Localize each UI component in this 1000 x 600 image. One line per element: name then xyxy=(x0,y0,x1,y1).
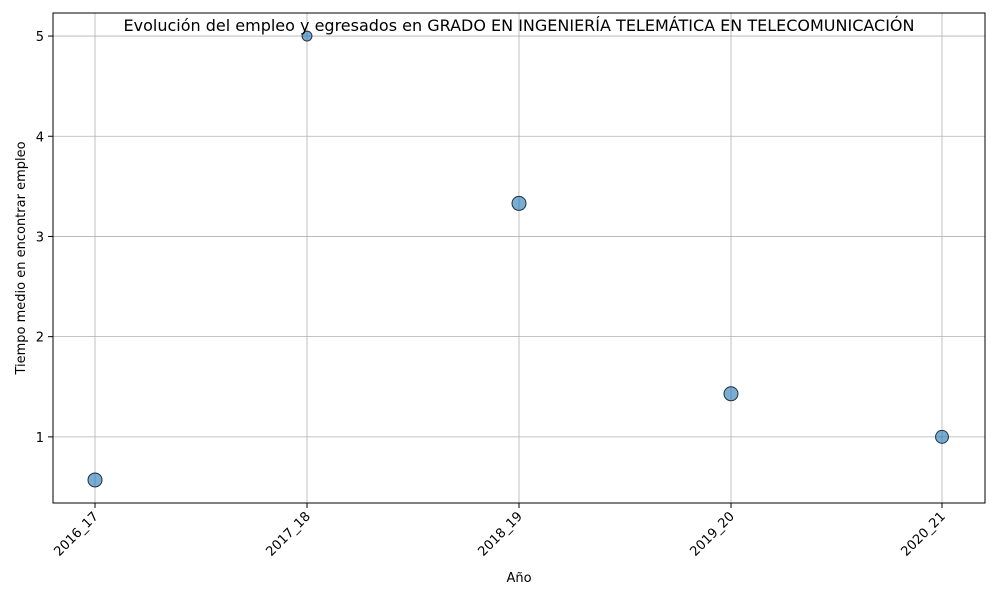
data-point xyxy=(723,386,739,402)
ticks-layer: 2016_17 2017_18 2018_19 2019_20 2020_21 1 2 3 4 5 xyxy=(36,30,949,559)
x-tick-label: 2020_21 xyxy=(899,509,949,559)
data-point xyxy=(511,195,527,211)
y-tick-label: 3 xyxy=(36,230,44,245)
chart-title: Evolución del empleo y egresados en GRAD… xyxy=(124,16,915,35)
y-tick-label: 4 xyxy=(36,130,44,145)
x-axis-label: Año xyxy=(506,571,531,586)
x-tick-label: 2016_17 xyxy=(52,509,102,559)
y-axis-label: Tiempo medio en encontrar empleo xyxy=(14,141,29,375)
x-tick-label: 2019_20 xyxy=(688,509,738,559)
x-tick-label: 2018_19 xyxy=(476,509,526,559)
y-tick-label: 5 xyxy=(36,30,44,45)
data-point xyxy=(935,429,949,444)
points-layer xyxy=(87,30,949,488)
x-tick-label: 2017_18 xyxy=(264,509,314,559)
y-tick-label: 1 xyxy=(36,431,44,446)
data-point xyxy=(87,472,103,488)
grid-layer xyxy=(53,13,985,503)
y-tick-label: 2 xyxy=(36,331,44,346)
data-point xyxy=(301,30,313,42)
